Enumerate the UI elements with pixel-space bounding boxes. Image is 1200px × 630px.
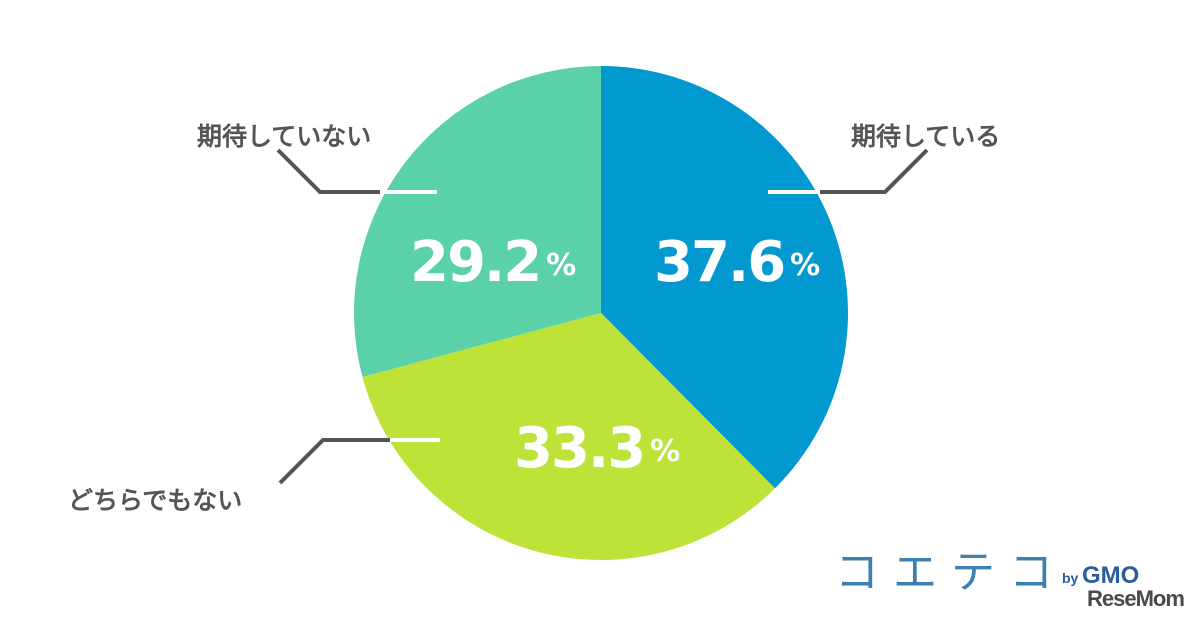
percent-sign: % bbox=[650, 434, 680, 469]
slice-category-label: 期待している bbox=[851, 122, 1000, 151]
slice-category-label: どちらでもない bbox=[68, 486, 242, 515]
brand-logo: コエテコ by GMO ReseMom bbox=[835, 547, 1185, 623]
percent-sign: % bbox=[790, 248, 820, 283]
brand-by: by bbox=[1062, 570, 1079, 586]
pie-slice bbox=[601, 66, 849, 489]
slice-category-label: 期待していない bbox=[197, 122, 371, 151]
percent-sign: % bbox=[546, 248, 576, 283]
brand-gmo: GMO bbox=[1082, 562, 1140, 589]
brand-resemom: ReseMom bbox=[1087, 586, 1185, 611]
brand-name: コエテコ bbox=[835, 547, 1067, 598]
pie-slice bbox=[362, 313, 775, 560]
pie-slice bbox=[354, 66, 601, 377]
